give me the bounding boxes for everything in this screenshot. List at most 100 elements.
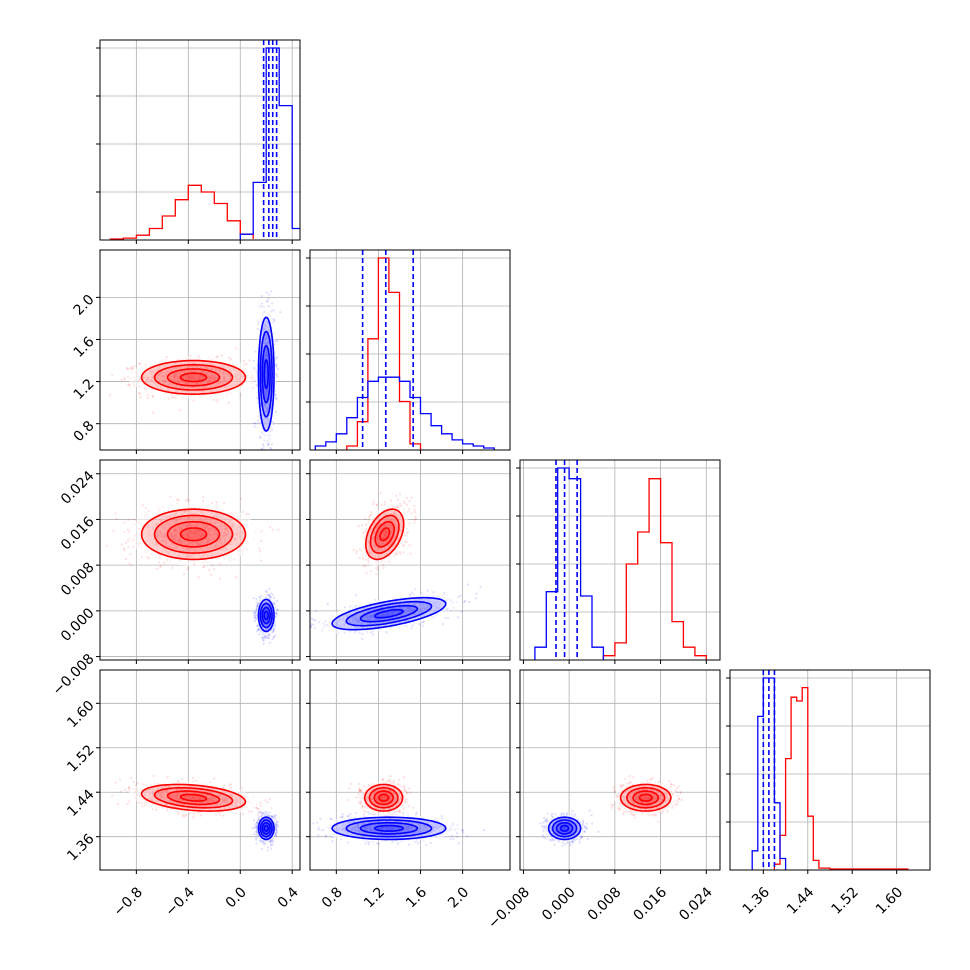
panel-frame [309,249,511,451]
blue-scatter-point [257,629,260,632]
blue-scatter-point [274,634,277,637]
blue-scatter-point [275,356,279,359]
red-density-fill [128,502,259,566]
red-scatter-point [227,401,231,404]
blue-density-fill [262,345,271,403]
blue-scatter-point [265,456,267,458]
red-scatter-point [169,495,172,498]
blue-scatter-point [257,323,260,326]
red-scatter-point [269,526,272,529]
y-tick-label: 2.0 [71,292,98,319]
blue-scatter-point [269,461,271,463]
red-scatter-point [159,565,162,568]
y-tick-label: 1.2 [71,376,98,403]
red-scatter-point [125,366,128,369]
red-scatter-point [177,499,180,502]
red-scatter-point [179,408,182,411]
blue-scatter-point [252,614,256,617]
red-scatter-point [141,504,144,507]
red-contour-line [179,527,208,542]
blue-scatter-point [266,300,269,303]
blue-scatter-point [253,616,256,619]
red-scatter-point [248,359,251,362]
red-scatter-point [147,396,150,400]
blue-scatter-point [259,305,262,308]
red-histogram [346,257,422,450]
blue-scatter-point [253,611,256,614]
red-scatter-point [245,362,248,366]
blue-scatter-point [257,320,260,323]
red-scatter-point [168,397,171,400]
blue-scatter-point [260,447,263,450]
red-scatter-point [123,548,126,551]
panel-content [100,40,300,240]
red-scatter-point [171,566,174,569]
red-scatter-point [126,539,130,542]
red-scatter-point [216,398,219,401]
red-density-fill [167,521,220,547]
blue-scatter-point [279,311,282,314]
red-scatter-point [235,576,238,579]
red-scatter-point [127,383,131,386]
red-scatter-point [239,393,242,397]
red-scatter-point [260,539,263,542]
red-scatter-point [176,498,179,501]
blue-scatter-point [267,297,270,301]
red-scatter-point [124,541,128,544]
red-scatter-point [151,395,154,399]
red-scatter-point [227,356,231,359]
red-density-fill [180,528,207,541]
red-scatter-point [146,555,149,559]
red-scatter-point [230,357,233,361]
blue-scatter-point [265,291,268,294]
blue-scatter-point [258,633,261,636]
red-scatter-point [165,356,168,359]
red-scatter-point [126,367,129,371]
red-histogram [109,184,254,240]
red-scatter-point [212,398,216,401]
panel-content [100,250,300,463]
red-scatter-point [245,512,248,515]
red-scatter-point [186,497,189,501]
blue-scatter-point [259,436,262,440]
red-scatter-point [126,528,130,531]
red-scatter-point [186,568,189,571]
blue-scatter-point [270,302,274,305]
red-scatter-point [123,521,126,524]
red-scatter-point [128,367,131,370]
blue-scatter-point [254,350,257,353]
red-contour-line [166,520,221,548]
red-scatter-point [251,386,255,390]
blue-scatter-point [269,446,272,450]
blue-scatter-point [260,302,263,305]
red-scatter-point [192,399,195,402]
blue-scatter-point [275,398,278,401]
blue-scatter-point [255,630,258,633]
red-scatter-point [120,378,123,381]
blue-scatter-point [272,630,275,634]
blue-scatter-point [253,421,256,424]
red-scatter-point [258,550,262,553]
blue-scatter-point [275,397,278,400]
blue-scatter-point [267,594,271,597]
red-scatter-point [184,499,187,502]
blue-scatter-point [257,419,260,422]
blue-contour-line [259,330,273,418]
red-scatter-point [187,566,190,569]
red-scatter-point [202,565,205,569]
panel-content [100,460,300,660]
red-scatter-point [158,561,161,564]
red-scatter-point [124,378,127,381]
blue-scatter-point [272,636,275,639]
red-scatter-point [219,577,222,580]
blue-scatter-point [271,593,274,596]
red-contour-line [166,368,221,387]
red-scatter-point [260,559,263,562]
red-scatter-point [152,411,155,414]
blue-scatter-point [265,300,268,303]
blue-scatter-point [254,616,257,619]
blue-scatter-point [276,368,280,371]
blue-scatter-point [272,636,276,639]
red-scatter-point [211,502,214,505]
red-scatter-point [209,573,213,577]
